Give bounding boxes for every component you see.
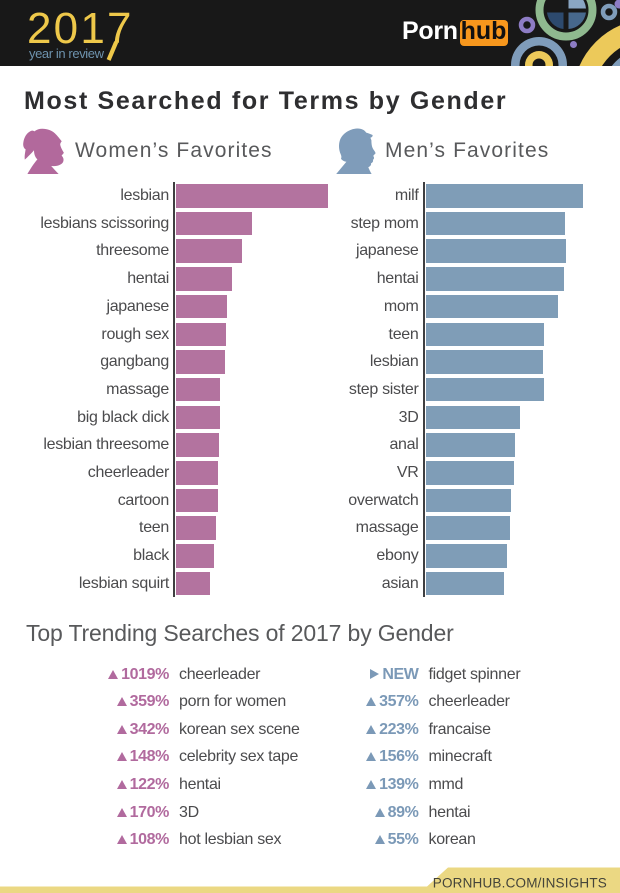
svg-text:PORNHUB.COM/INSIGHTS: PORNHUB.COM/INSIGHTS (433, 876, 607, 891)
